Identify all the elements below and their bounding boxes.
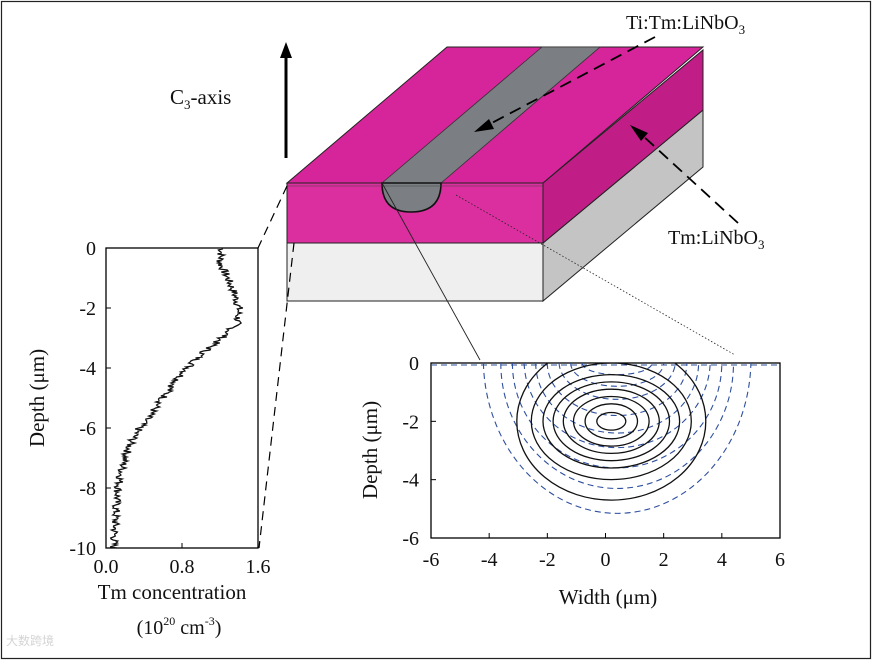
mode-y-tick-label: -6 xyxy=(402,528,419,550)
mode-contour xyxy=(584,403,639,440)
mode-connector-right xyxy=(455,194,736,356)
mode-x-tick-label: -4 xyxy=(481,549,498,571)
profile-curve xyxy=(109,247,244,549)
profile-y-tick-label: -8 xyxy=(79,478,96,500)
mode-y-tick-label: -4 xyxy=(402,470,419,492)
profile-connector-top xyxy=(257,185,288,249)
index-contour xyxy=(523,363,711,449)
mode-profile-chart: 0 -2 -4 -6 -6 -4 -2 0 2 4 6 Depth (μm) Width (μm) xyxy=(358,353,785,609)
mode-contour xyxy=(542,373,681,469)
profile-y-tick-label: 0 xyxy=(86,238,96,260)
mode-contour xyxy=(552,381,671,462)
substrate-label-group: Tm:LiNbO3 xyxy=(630,125,765,252)
mode-x-tick-label: 0 xyxy=(601,549,611,571)
profile-y-tick-label: -2 xyxy=(79,298,96,320)
waveguide-label: Ti:Tm:LiNbO3 xyxy=(626,12,745,37)
c3-axis-arrow-head xyxy=(280,42,292,58)
index-contour xyxy=(546,363,688,417)
mode-connector-left xyxy=(381,182,481,361)
index-contour xyxy=(482,363,752,514)
waveguide-block xyxy=(285,46,705,303)
mode-y-tick-label: -2 xyxy=(402,411,419,433)
substrate-label: Tm:LiNbO3 xyxy=(668,227,765,252)
connector-lines xyxy=(257,182,736,549)
mode-contour xyxy=(516,363,707,501)
concentration-profile-chart: 0 -2 -4 -6 -8 -10 0.0 0.8 1.6 Depth (μm) Tm con… xyxy=(25,238,271,639)
mode-contour xyxy=(562,388,660,455)
profile-x-tick-label: 1.6 xyxy=(246,556,271,578)
mode-contour xyxy=(572,395,650,447)
profile-x-tick-label: 0.8 xyxy=(170,556,195,578)
mode-x-tick-label: 4 xyxy=(717,549,727,571)
waveguide-cross-section xyxy=(381,182,442,213)
doped-layer-side-face xyxy=(542,48,704,245)
profile-x-tick-label: 0.0 xyxy=(94,556,119,578)
mode-y-axis-label: Depth (μm) xyxy=(358,401,382,499)
substrate-label-arrowhead xyxy=(630,125,648,141)
waveguide-label-arrowhead xyxy=(474,119,494,132)
mode-contour xyxy=(530,363,692,481)
substrate-front-face xyxy=(286,242,544,302)
c3-axis-label: C3-axis xyxy=(170,85,231,112)
index-contour xyxy=(581,363,653,376)
mode-contour xyxy=(596,411,627,431)
index-contour xyxy=(535,363,700,434)
profile-plot-frame xyxy=(105,247,259,549)
profile-y-tick-label: -6 xyxy=(79,418,96,440)
profile-y-axis-label: Depth (μm) xyxy=(25,349,49,447)
substrate-label-arrow xyxy=(641,134,739,224)
watermark: 大数跨境 xyxy=(6,634,55,648)
mode-x-tick-label: 6 xyxy=(775,549,785,571)
waveguide-label-arrow xyxy=(487,36,656,126)
profile-x-axis-label: Tm concentration xyxy=(98,580,247,604)
waveguide-label-group: Ti:Tm:LiNbO3 xyxy=(474,12,745,132)
profile-y-tick-label: -10 xyxy=(69,538,96,560)
mode-x-tick-label: -2 xyxy=(539,549,556,571)
profile-x-axis-units: (1020 cm-3) xyxy=(137,614,222,639)
index-contour xyxy=(500,363,735,489)
profile-y-tick-label: -4 xyxy=(79,358,96,380)
c3-axis: C3-axis xyxy=(170,42,292,158)
mode-x-axis-label: Width (μm) xyxy=(559,585,657,609)
mode-x-tick-label: -6 xyxy=(423,549,440,571)
index-contour xyxy=(570,363,665,387)
index-contour xyxy=(558,363,676,400)
mode-y-tick-label: 0 xyxy=(409,353,419,375)
mode-x-tick-label: 2 xyxy=(659,549,669,571)
profile-connector-bottom xyxy=(258,242,295,549)
